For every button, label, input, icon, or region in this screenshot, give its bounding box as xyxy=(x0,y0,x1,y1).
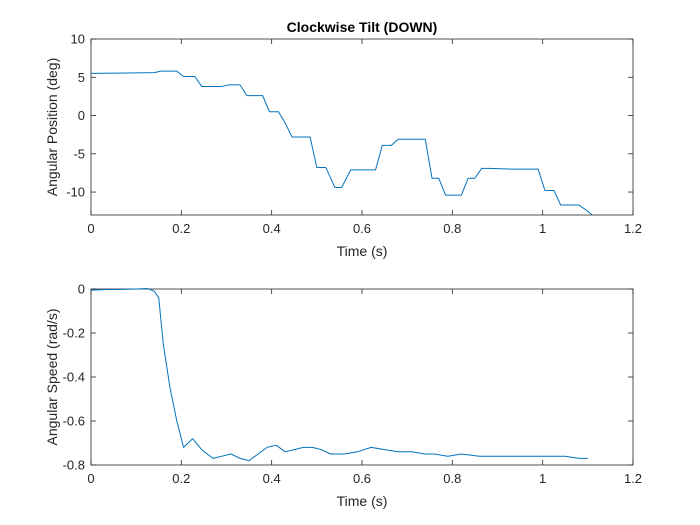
x-tick-label: 0.4 xyxy=(263,221,281,236)
x-tick-label: 0 xyxy=(87,471,94,486)
y-tick-label: -5 xyxy=(73,146,85,161)
x-axis-label: Time (s) xyxy=(337,493,388,509)
y-tick-label: -0.6 xyxy=(63,414,85,429)
speed-series-line xyxy=(90,288,588,462)
y-tick-label: 10 xyxy=(71,32,85,47)
y-tick-label: -0.2 xyxy=(63,326,85,341)
x-tick-label: 0.6 xyxy=(353,221,371,236)
y-axis-label: Angular Position (deg) xyxy=(44,58,60,197)
y-tick-label: -0.8 xyxy=(63,458,85,473)
speed-subplot: 0 0.2 0.4 0.6 0.8 1 1.2 0 -0.2 -0.4 -0.6 -0.8 Time (… xyxy=(44,282,642,510)
y-tick-label: -0.4 xyxy=(63,370,85,385)
x-tick-label: 0.4 xyxy=(263,471,281,486)
x-tick-label: 0.8 xyxy=(443,471,461,486)
x-tick-label: 1 xyxy=(539,221,546,236)
y-tick-label: 5 xyxy=(78,70,85,85)
y-tick-label: 0 xyxy=(78,282,85,297)
chart-title: Clockwise Tilt (DOWN) xyxy=(287,19,438,35)
x-tick-label: 0.2 xyxy=(172,471,190,486)
speed-axes-box xyxy=(90,288,634,466)
x-tick-label: 0 xyxy=(87,221,94,236)
x-tick-label: 1.2 xyxy=(624,221,642,236)
x-tick-label: 0.2 xyxy=(172,221,190,236)
x-tick-label: 1 xyxy=(539,471,546,486)
y-tick-label: -10 xyxy=(66,185,85,200)
position-subplot: 0 0.2 0.4 0.6 0.8 1 1.2 10 5 0 -5 -10 Clockwise Tilt… xyxy=(44,19,642,259)
x-tick-label: 1.2 xyxy=(624,471,642,486)
y-tick-label: 0 xyxy=(78,108,85,123)
y-axis-label: Angular Speed (rad/s) xyxy=(44,309,60,446)
x-tick-label: 0.8 xyxy=(443,221,461,236)
x-axis-label: Time (s) xyxy=(337,243,388,259)
pos-series-line xyxy=(90,70,593,216)
x-tick-label: 0.6 xyxy=(353,471,371,486)
pos-axes-box xyxy=(90,38,634,216)
